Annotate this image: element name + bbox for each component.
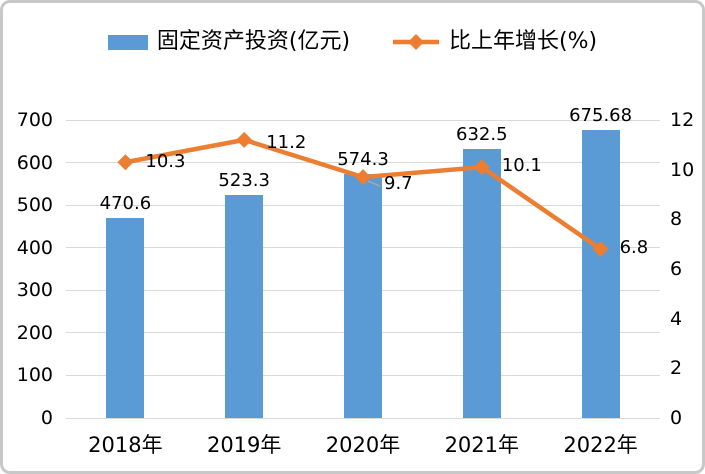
left-axis-tick: 200 [16,321,53,344]
bar [106,217,145,418]
line-point-marker-icon [592,241,609,258]
line-point-marker-icon [473,159,490,176]
bar [225,195,264,418]
legend: 固定资产投资(亿元) 比上年增长(%) [3,31,702,53]
legend-item-line-series: 比上年增长(%) [392,31,597,53]
legend-label-bar-series: 固定资产投资(亿元) [156,29,351,54]
line-series-marker-icon [392,33,440,51]
left-axis-tick: 500 [16,194,53,217]
bar-value-label: 675.68 [569,105,633,127]
bar-value-label: 470.6 [99,192,152,214]
left-axis-tick: 300 [16,279,53,302]
left-axis-tick: 0 [40,407,53,429]
bar-series-swatch-icon [107,34,148,50]
right-axis-tick: 0 [670,407,683,429]
line-point-marker-icon [117,154,134,171]
gridline [66,162,660,164]
right-axis-tick: 10 [670,158,695,181]
right-axis-tick: 2 [670,357,683,380]
bar-value-label: 574.3 [337,148,389,170]
x-axis-label: 2020年 [325,433,401,457]
bar-value-label: 523.3 [218,170,270,192]
bar-value-label: 632.5 [456,123,508,145]
bar [581,130,620,418]
left-axis-tick: 700 [16,109,53,131]
legend-item-bar-series: 固定资产投资(亿元) [107,29,351,54]
line-value-label: 10.3 [145,151,186,173]
legend-label-line-series: 比上年增长(%) [449,29,598,54]
line-value-label: 9.7 [384,173,413,195]
data-label-leader-line [367,180,381,187]
line-value-label: 11.2 [266,131,307,153]
line-value-label: 6.8 [619,237,649,259]
x-axis-label: 2018年 [88,433,163,457]
right-axis-tick: 4 [670,307,683,330]
bar [462,148,501,418]
gridline [66,417,660,419]
right-axis-tick: 12 [670,109,695,131]
bar [344,173,382,418]
line-point-marker-icon [236,131,253,148]
x-axis-label: 2019年 [206,433,282,457]
left-axis-tick: 400 [16,236,53,259]
x-axis-label: 2021年 [444,433,520,457]
right-axis-tick: 6 [670,258,683,280]
gridline [66,119,660,121]
left-axis-tick: 600 [16,151,53,174]
growth-line-plot [117,131,609,258]
line-point-marker-icon [355,169,371,186]
left-axis-tick: 100 [16,364,53,387]
line-value-label: 10.1 [501,155,542,177]
x-axis-label: 2022年 [563,433,638,457]
right-axis-tick: 8 [670,208,683,231]
